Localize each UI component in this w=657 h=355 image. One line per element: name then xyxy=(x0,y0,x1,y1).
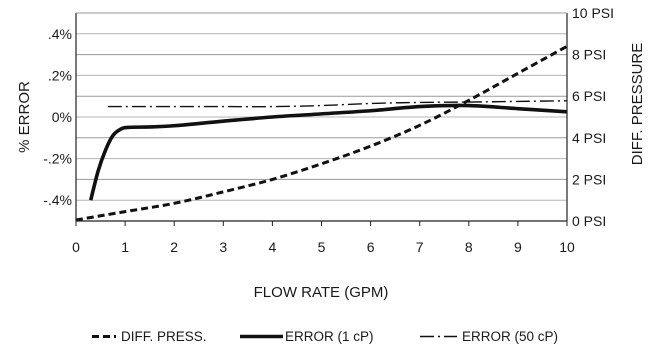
x-tick-label-5: 5 xyxy=(318,239,326,255)
right-tick-label-2: 6 PSI xyxy=(572,88,606,104)
left-axis-title: % ERROR xyxy=(16,81,33,153)
series-line-diff-press xyxy=(75,44,568,222)
left-tick-label-1: .2% xyxy=(48,67,72,83)
right-tick-label-5: 0 PSI xyxy=(572,213,606,229)
x-tick-label-8: 8 xyxy=(465,239,473,255)
x-tick-label-10: 10 xyxy=(559,239,575,255)
series-layer xyxy=(75,44,568,222)
x-tick-label-6: 6 xyxy=(367,239,375,255)
axes xyxy=(75,12,568,226)
x-tick-label-2: 2 xyxy=(170,239,178,255)
x-tick-label-7: 7 xyxy=(416,239,424,255)
x-tick-label-3: 3 xyxy=(219,239,227,255)
x-tick-label-0: 0 xyxy=(72,239,80,255)
legend-label-2: ERROR (50 cP) xyxy=(462,329,558,344)
right-tick-label-1: 8 PSI xyxy=(572,47,606,63)
left-tick-label-0: .4% xyxy=(48,26,72,42)
right-tick-label-3: 4 PSI xyxy=(572,130,606,146)
left-tick-label-2: 0% xyxy=(52,109,72,125)
left-tick-label-4: -.4% xyxy=(43,192,72,208)
legend: DIFF. PRESS. ERROR (1 cP) ERROR (50 cP) xyxy=(92,329,558,344)
grid xyxy=(76,33,567,201)
tick-labels: 0 1 2 3 4 5 6 7 8 9 10 .4% .2% 0% -.2% -.4% 10 PSI 8 PSI 6… xyxy=(43,5,614,255)
right-axis-title: DIFF. PRESSURE xyxy=(629,43,646,166)
series-line-error-50-cp xyxy=(107,100,568,108)
right-tick-label-0: 10 PSI xyxy=(572,5,614,21)
x-axis-title: FLOW RATE (GPM) xyxy=(254,284,389,301)
left-tick-label-3: -.2% xyxy=(43,151,72,167)
x-tick-label-1: 1 xyxy=(121,239,129,255)
legend-label-0: DIFF. PRESS. xyxy=(121,329,207,344)
right-tick-label-4: 2 PSI xyxy=(572,171,606,187)
x-tick-label-4: 4 xyxy=(269,239,277,255)
series-line-error-1-cp xyxy=(88,103,568,201)
x-tick-label-9: 9 xyxy=(514,239,522,255)
legend-label-1: ERROR (1 cP) xyxy=(285,329,374,344)
